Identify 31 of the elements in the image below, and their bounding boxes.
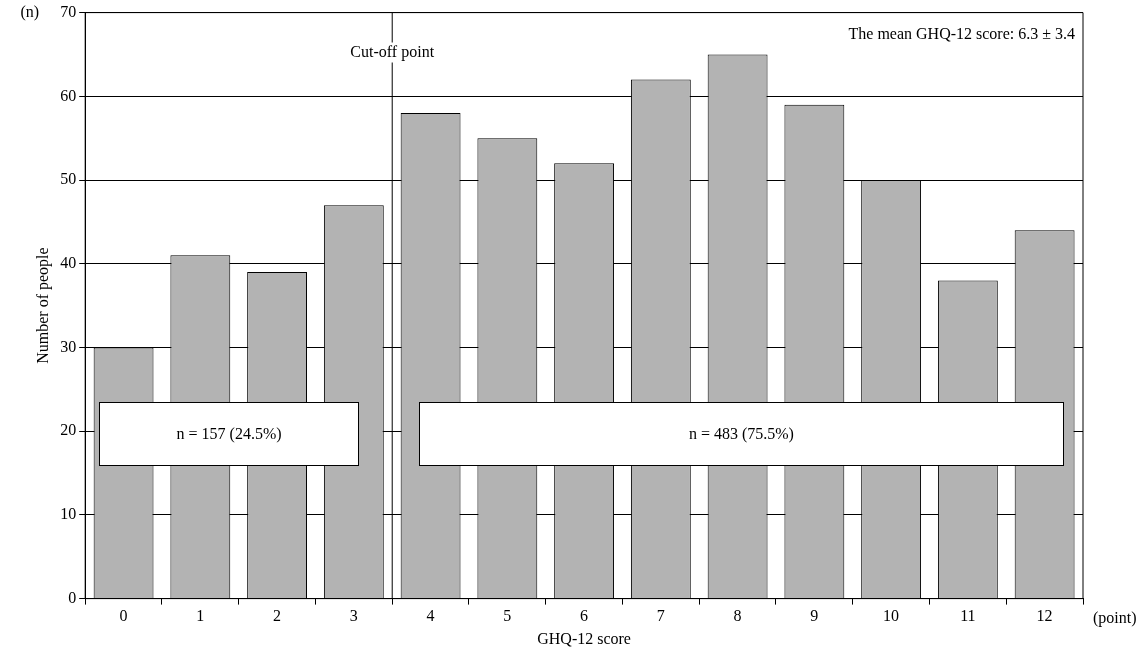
text: (point) (1093, 608, 1137, 627)
y-tick-label: 60 (60, 86, 77, 104)
y-tick-label: 0 (68, 588, 77, 606)
x-tick-label: 0 (119, 607, 128, 625)
x-tick-label: 8 (733, 607, 742, 625)
y-tick-label: 10 (60, 505, 77, 523)
ref-line-label: Cut-off point (350, 42, 435, 61)
y-tick-label: 40 (60, 253, 77, 271)
annotation: n = 157 (24.5%) (176, 425, 282, 444)
x-axis-title: GHQ-12 score (537, 629, 631, 647)
annotation: n = 483 (75.5%) (688, 425, 794, 444)
text-box: n = 157 (24.5%) (99, 401, 360, 467)
x-tick-label: 9 (810, 607, 819, 625)
y-axis-title: Number of people (33, 247, 52, 364)
x-tick-label: 5 (503, 607, 512, 625)
x-tick-label: 10 (883, 607, 900, 625)
annotation: The mean GHQ-12 score: 6.3 ± 3.4 (848, 24, 1075, 42)
x-tick-label: 11 (960, 607, 976, 625)
x-tick-label: 4 (426, 607, 435, 625)
y-tick-label: 50 (60, 170, 77, 188)
x-tick-label: 2 (273, 607, 282, 625)
x-tick-label: 7 (656, 607, 665, 625)
y-tick-label: 70 (60, 2, 77, 20)
x-tick-label: 6 (580, 607, 589, 625)
text: (n) (20, 2, 40, 21)
y-tick-label: 30 (60, 337, 77, 355)
x-tick-label: 3 (349, 607, 358, 625)
y-tick-label: 20 (60, 421, 77, 439)
x-tick-label: 12 (1036, 607, 1053, 625)
text-box: n = 483 (75.5%) (419, 401, 1064, 467)
x-tick-label: 1 (196, 607, 205, 625)
